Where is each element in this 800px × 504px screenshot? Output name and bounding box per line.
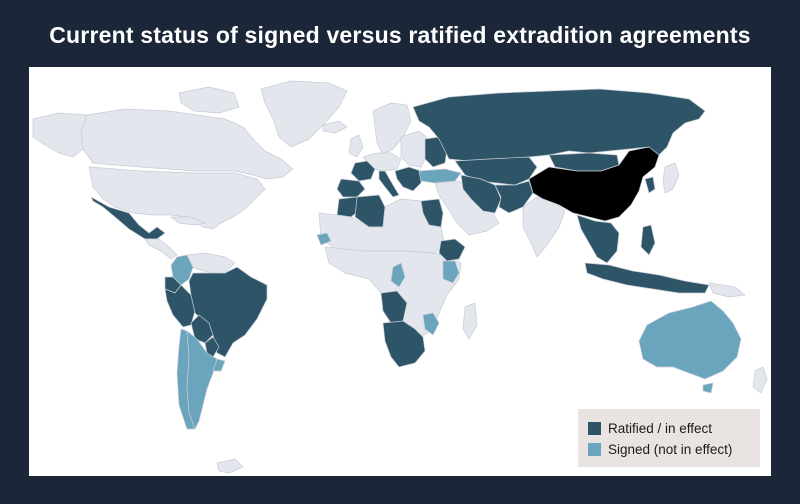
country-greenland [260, 80, 348, 148]
region-central-america [144, 238, 178, 260]
country-paraguay [204, 336, 220, 358]
country-madagascar [462, 302, 478, 340]
country-australia [638, 300, 742, 380]
country-kenya [442, 260, 460, 284]
region-tasmania [702, 382, 714, 394]
country-philippines [640, 224, 656, 256]
country-mozambique [422, 312, 440, 336]
country-ethiopia [438, 238, 466, 262]
region-scandinavia [372, 102, 412, 156]
country-egypt [420, 198, 444, 228]
country-france [350, 160, 376, 182]
region-papua [708, 282, 746, 298]
region-southeast-asia [576, 214, 620, 264]
world-map [32, 80, 768, 474]
country-india [522, 196, 566, 258]
country-congo [390, 262, 406, 288]
country-brazil [188, 266, 268, 358]
country-southern-africa [382, 320, 426, 368]
country-spain-portugal [336, 178, 366, 198]
legend-label-ratified: Ratified / in effect [608, 420, 713, 436]
region-eastern-europe [400, 130, 430, 168]
country-mexico [90, 196, 166, 240]
legend-item-signed: Signed (not in effect) [588, 440, 732, 458]
country-peru [164, 284, 196, 328]
region-caribbean [170, 216, 206, 226]
region-antarctica [216, 458, 244, 474]
country-italy [378, 170, 400, 198]
country-china [528, 146, 660, 222]
legend-item-ratified: Ratified / in effect [588, 419, 712, 437]
legend-swatch-signed [588, 442, 601, 456]
country-senegal [316, 232, 332, 246]
country-indonesia [584, 262, 710, 294]
country-usa [88, 166, 266, 230]
world-map-panel [29, 67, 771, 476]
country-japan [662, 162, 680, 194]
legend-label-signed: Signed (not in effect) [608, 441, 733, 457]
country-uk [348, 134, 364, 158]
legend: Ratified / in effect Signed (not in effe… [578, 409, 760, 467]
country-argentina [186, 330, 218, 430]
arctic-islands [178, 86, 240, 114]
country-turkey [418, 168, 462, 184]
region-alaska [32, 112, 88, 158]
page-title: Current status of signed versus ratified… [49, 22, 751, 48]
country-canada [80, 108, 294, 180]
region-balkans [394, 166, 422, 192]
country-russia [412, 88, 706, 162]
country-uruguay [212, 358, 226, 372]
country-new-zealand [752, 366, 768, 394]
country-korea [644, 176, 656, 194]
country-iceland [322, 120, 348, 134]
region-venezuela-guianas [186, 252, 236, 274]
legend-swatch-ratified [588, 421, 601, 435]
country-iran [460, 174, 502, 214]
